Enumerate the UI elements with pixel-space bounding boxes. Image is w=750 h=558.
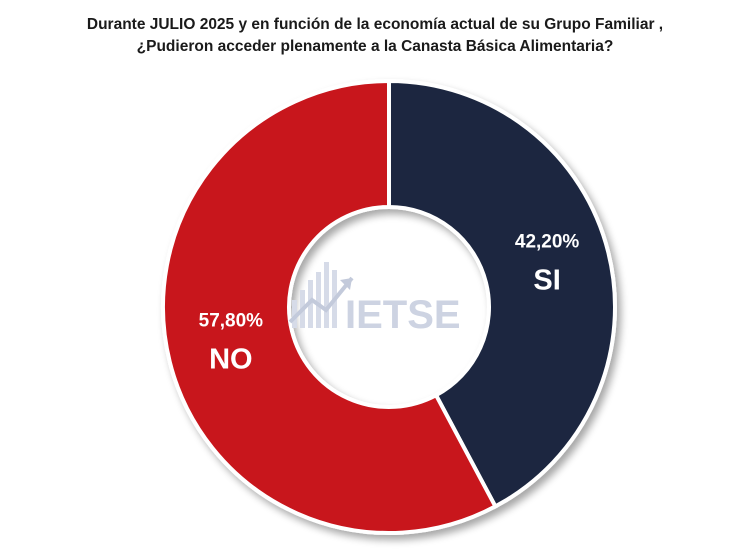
slice-category-label-no: NO [209,344,253,376]
slice-value-label-no: 57,80% [199,311,264,332]
slice-no [161,78,499,535]
chart-title: Durante JULIO 2025 y en función de la ec… [0,14,750,58]
ietse-logo-watermark: IETSE [288,262,461,337]
chart-title-line-1: Durante JULIO 2025 y en función de la ec… [86,16,664,33]
slice-value-label-si: 42,20% [515,231,580,252]
slice-si [387,78,617,510]
chart-title-line-2: ¿Pudieron acceder plenamente a la Canast… [136,38,614,55]
slice-category-label-si: SI [533,264,560,296]
watermark-text: IETSE [345,293,461,337]
